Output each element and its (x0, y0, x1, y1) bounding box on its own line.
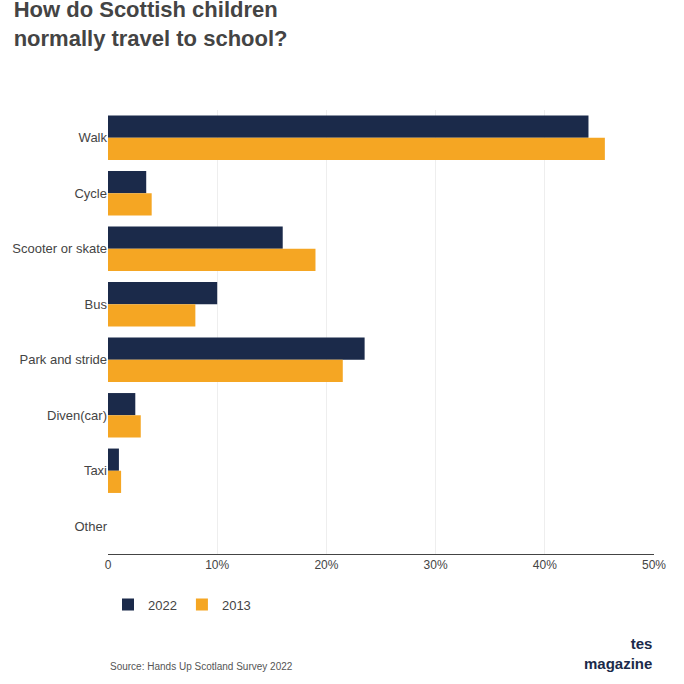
svg-text:10%: 10% (205, 558, 229, 572)
svg-text:2022: 2022 (148, 598, 177, 613)
svg-text:Scooter or skate: Scooter or skate (12, 241, 107, 256)
svg-text:Source: Hands Up Scotland Surv: Source: Hands Up Scotland Survey 2022 (110, 661, 293, 672)
svg-text:Park and stride: Park and stride (20, 352, 107, 367)
svg-text:40%: 40% (533, 558, 557, 572)
svg-text:Bus: Bus (85, 297, 108, 312)
svg-text:Diven(car): Diven(car) (47, 408, 107, 423)
svg-text:Taxi: Taxi (84, 463, 107, 478)
svg-text:50%: 50% (642, 558, 666, 572)
svg-text:Walk: Walk (79, 130, 108, 145)
svg-text:tesmagazine: tesmagazine (584, 635, 652, 672)
svg-text:Cycle: Cycle (74, 186, 107, 201)
svg-text:2013: 2013 (222, 598, 251, 613)
svg-text:0: 0 (105, 558, 112, 572)
svg-text:30%: 30% (424, 558, 448, 572)
svg-text:How do Scottish childrennormal: How do Scottish childrennormally travel … (14, 0, 288, 51)
svg-text:Other: Other (74, 519, 107, 534)
svg-text:20%: 20% (314, 558, 338, 572)
